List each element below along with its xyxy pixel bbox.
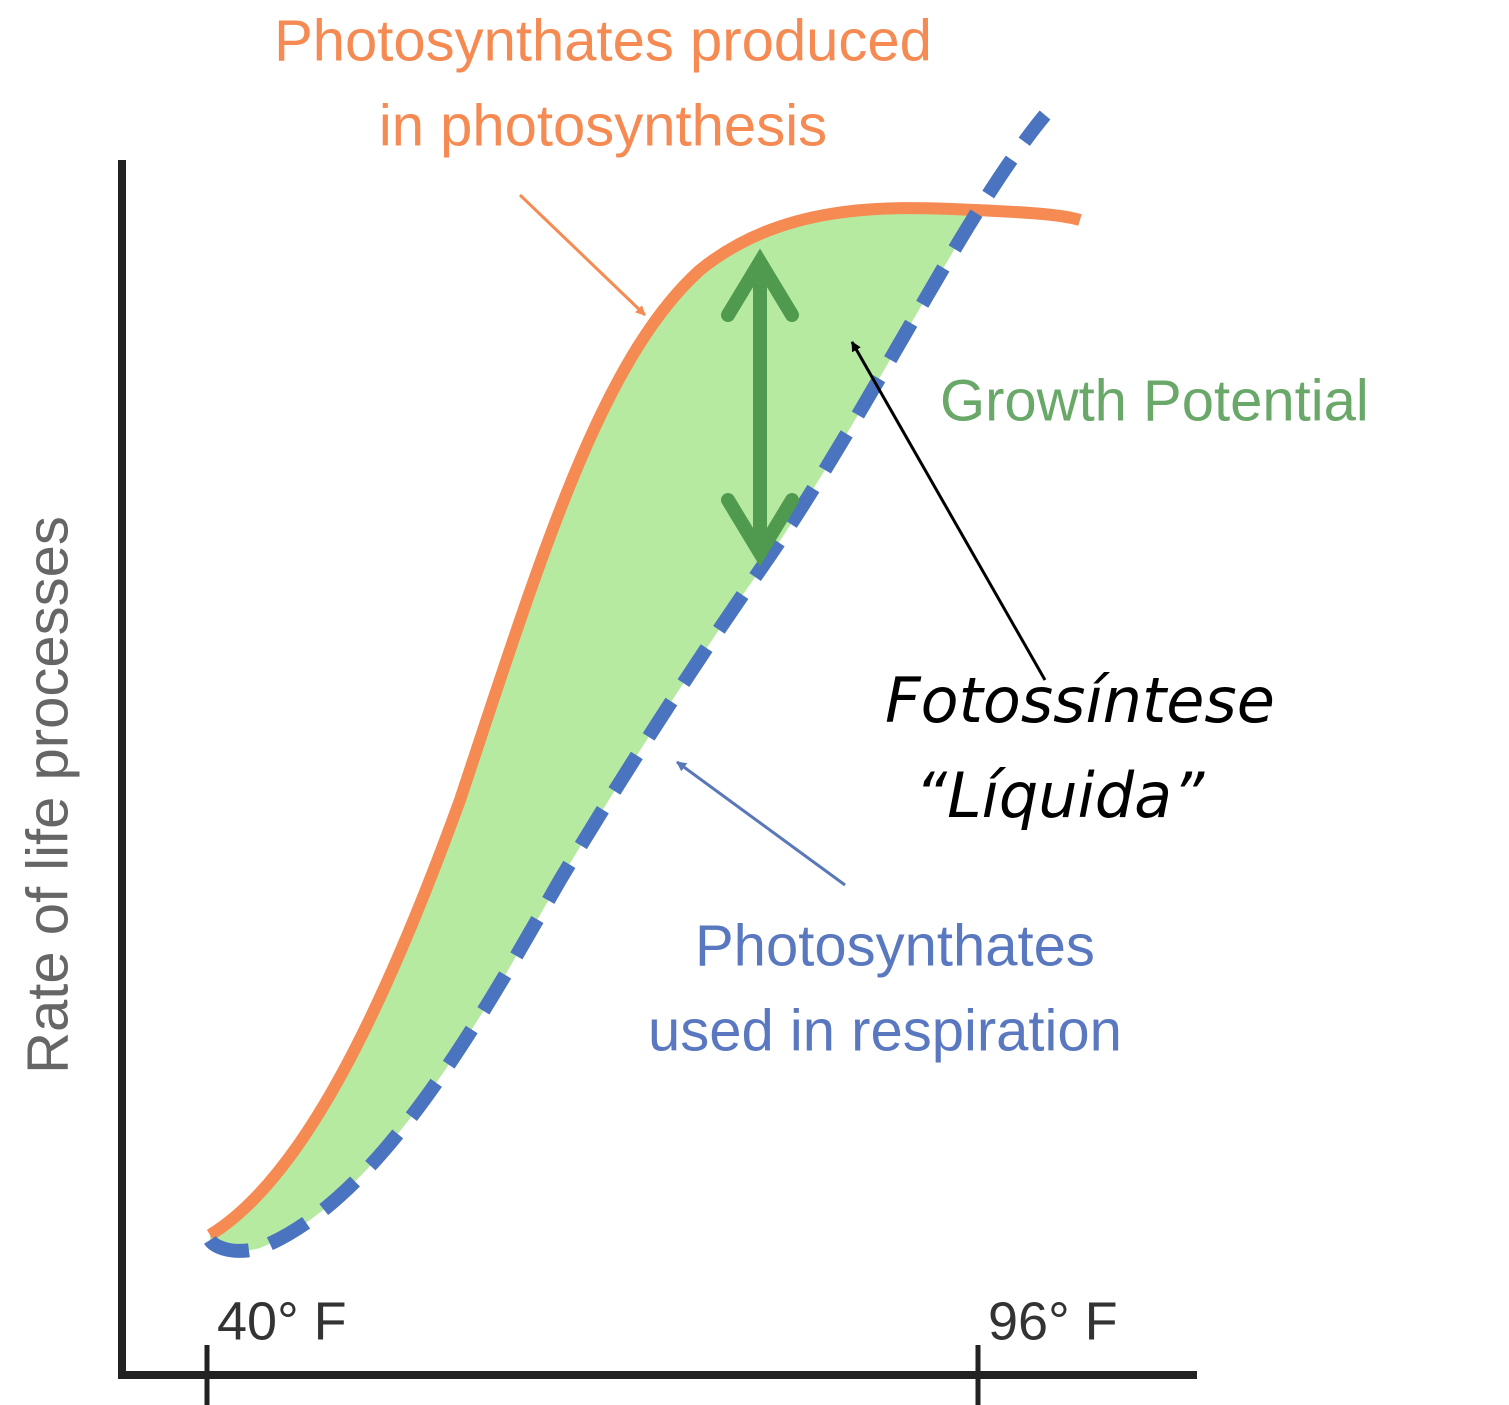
growth-arrow [721,248,799,567]
growth-label: Growth Potential [940,368,1369,433]
pointer-arrow [676,760,846,887]
axes [118,160,1197,1405]
respiration-curve [204,110,1051,1258]
respiration-label: used in respiration [648,998,1122,1063]
title-line: in photosynthesis [379,93,827,158]
photosynthesis-curve [206,202,1082,1241]
y-axis-label: Rate of life processes [15,516,80,1074]
title-line: Photosynthates produced [274,8,932,73]
net-label: Fotossíntese [885,664,1275,737]
x-tick-label: 96° F [988,1291,1118,1351]
growth-area [210,208,975,1251]
net-label: “Líquida” [915,759,1205,832]
x-tick-label: 40° F [217,1291,347,1351]
pointer-arrow [518,193,647,317]
pointer-arrow [850,341,1047,681]
respiration-label: Photosynthates [695,913,1095,978]
